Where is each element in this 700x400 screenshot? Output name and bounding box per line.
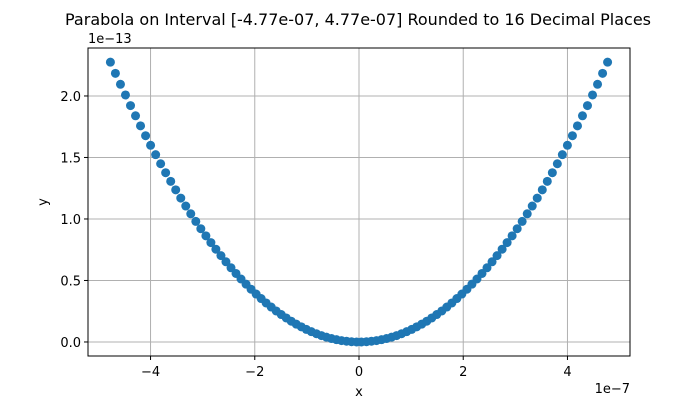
data-point — [557, 150, 567, 160]
data-point — [186, 209, 196, 219]
y-tick-label: 1.0 — [60, 213, 81, 228]
data-point — [105, 57, 115, 67]
data-point — [487, 257, 497, 267]
data-point — [126, 101, 136, 111]
data-point — [593, 79, 603, 89]
data-point — [537, 185, 547, 195]
data-point — [161, 168, 171, 178]
data-point — [598, 68, 608, 78]
data-point — [120, 90, 130, 100]
data-point — [151, 150, 161, 160]
y-tick-label: 2.0 — [60, 90, 81, 105]
data-point — [547, 168, 557, 178]
data-point — [191, 216, 201, 226]
data-point — [136, 121, 146, 131]
y-tick-label: 0.0 — [60, 336, 81, 351]
data-point — [206, 238, 216, 248]
data-point — [582, 101, 592, 111]
data-point — [567, 131, 577, 141]
data-point — [131, 111, 141, 121]
x-tick-label: −2 — [245, 365, 264, 380]
x-tick-label: 4 — [563, 365, 571, 380]
y-axis-label: y — [36, 198, 51, 206]
data-point — [176, 193, 186, 203]
data-point — [577, 111, 587, 121]
data-point — [507, 231, 517, 241]
x-tick-label: 2 — [459, 365, 467, 380]
data-point — [522, 209, 532, 219]
data-point — [517, 216, 527, 226]
data-point — [221, 257, 231, 267]
data-point — [115, 79, 125, 89]
data-point — [156, 159, 166, 169]
data-point — [588, 90, 598, 100]
data-point — [502, 238, 512, 248]
data-point — [542, 176, 552, 186]
data-point — [512, 224, 522, 234]
x-tick-label: −4 — [141, 365, 160, 380]
data-point — [196, 224, 206, 234]
y-tick-label: 0.5 — [60, 274, 81, 289]
chart-title: Parabola on Interval [-4.77e-07, 4.77e-0… — [65, 10, 651, 29]
data-point — [492, 251, 502, 261]
data-point — [482, 263, 492, 273]
data-point — [562, 140, 572, 150]
axis-ticks: −4 −2 0 2 4 0.0 0.5 1.0 1.5 2.0 — [60, 90, 571, 380]
data-point — [527, 201, 537, 211]
data-point — [181, 201, 191, 211]
data-point — [603, 57, 613, 67]
data-points — [105, 57, 613, 347]
data-point — [497, 244, 507, 254]
data-point — [171, 185, 181, 195]
y-offset-label: 1e−13 — [88, 32, 132, 47]
data-point — [166, 176, 176, 186]
data-point — [532, 193, 542, 203]
data-point — [216, 251, 226, 261]
data-point — [110, 68, 120, 78]
x-axis-label: x — [355, 385, 363, 400]
data-point — [211, 244, 221, 254]
data-point — [201, 231, 211, 241]
x-offset-label: 1e−7 — [595, 382, 630, 397]
y-tick-label: 1.5 — [60, 151, 81, 166]
data-point — [146, 140, 156, 150]
grid — [88, 48, 630, 356]
data-point — [552, 159, 562, 169]
x-tick-label: 0 — [355, 365, 363, 380]
data-point — [572, 121, 582, 131]
data-point — [141, 131, 151, 141]
